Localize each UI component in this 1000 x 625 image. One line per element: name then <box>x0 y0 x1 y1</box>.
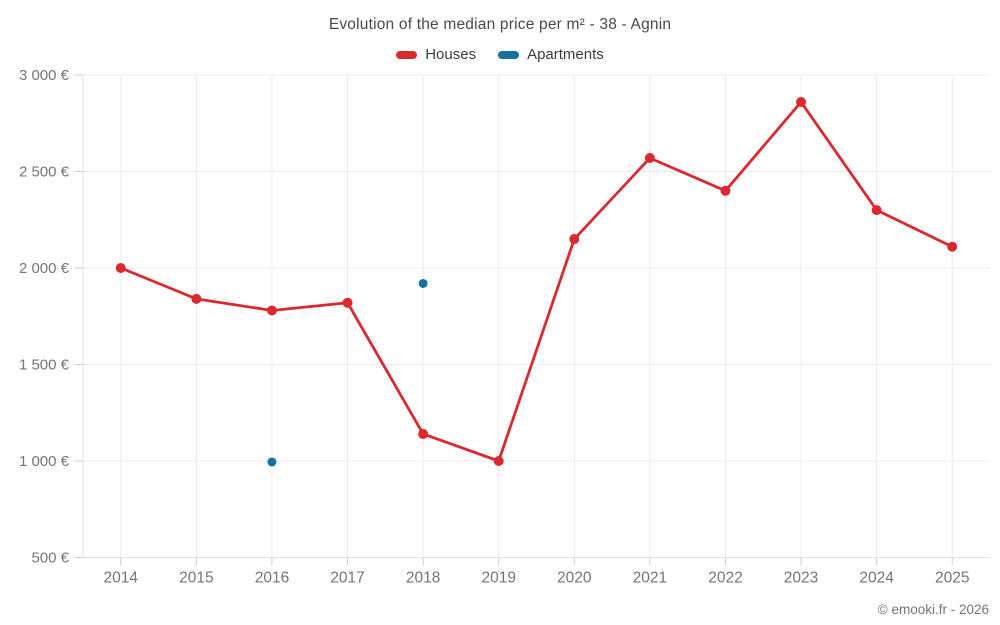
legend-label-apartments: Apartments <box>527 46 604 63</box>
data-point-houses-2025[interactable] <box>947 241 958 252</box>
legend-label-houses: Houses <box>425 46 477 63</box>
data-point-houses-2015[interactable] <box>191 293 202 304</box>
x-axis-label: 2015 <box>179 570 213 587</box>
data-point-houses-2018[interactable] <box>418 428 429 439</box>
x-axis-label: 2024 <box>859 570 894 587</box>
x-axis-label: 2019 <box>481 570 515 587</box>
series-line-houses <box>119 100 954 463</box>
x-axis-label: 2017 <box>330 570 364 587</box>
data-point-apartments-2016[interactable] <box>267 457 277 467</box>
data-point-houses-2023[interactable] <box>796 97 807 108</box>
x-axis-label: 2018 <box>406 570 440 587</box>
data-point-houses-2021[interactable] <box>644 152 655 163</box>
x-axis-label: 2020 <box>557 570 592 587</box>
chart-title: Evolution of the median price per m² - 3… <box>328 16 672 33</box>
x-axis-label: 2023 <box>784 570 818 587</box>
y-axis-label: 1 000 € <box>19 453 70 470</box>
data-point-apartments-2018[interactable] <box>418 278 428 288</box>
y-axis-label: 2 000 € <box>19 260 70 277</box>
data-point-houses-2019[interactable] <box>493 456 504 466</box>
data-point-houses-2022[interactable] <box>720 185 731 196</box>
data-point-houses-2017[interactable] <box>342 297 353 308</box>
data-point-houses-2014[interactable] <box>115 263 126 273</box>
x-axis-label: 2014 <box>104 570 139 587</box>
x-axis-label: 2016 <box>255 570 289 587</box>
data-point-houses-2024[interactable] <box>871 205 882 216</box>
houses-legend-swatch-icon <box>396 50 418 59</box>
y-axis-label: 3 000 € <box>19 67 70 84</box>
x-axis-label: 2021 <box>633 570 667 587</box>
y-axis-label: 1 500 € <box>19 357 70 374</box>
data-point-houses-2020[interactable] <box>569 234 580 245</box>
apartments-legend-swatch-icon <box>498 50 520 59</box>
legend-item-houses[interactable]: Houses <box>396 46 476 63</box>
y-axis-label: 2 500 € <box>19 164 70 181</box>
copyright: © emooki.fr - 2026 <box>877 602 989 617</box>
data-point-houses-2016[interactable] <box>266 305 277 316</box>
legend: Houses Apartments <box>0 46 1000 63</box>
x-axis-label: 2025 <box>935 570 969 587</box>
x-axis-label: 2022 <box>708 570 742 587</box>
y-axis-label: 500 € <box>31 550 69 567</box>
legend-item-apartments[interactable]: Apartments <box>498 46 604 63</box>
